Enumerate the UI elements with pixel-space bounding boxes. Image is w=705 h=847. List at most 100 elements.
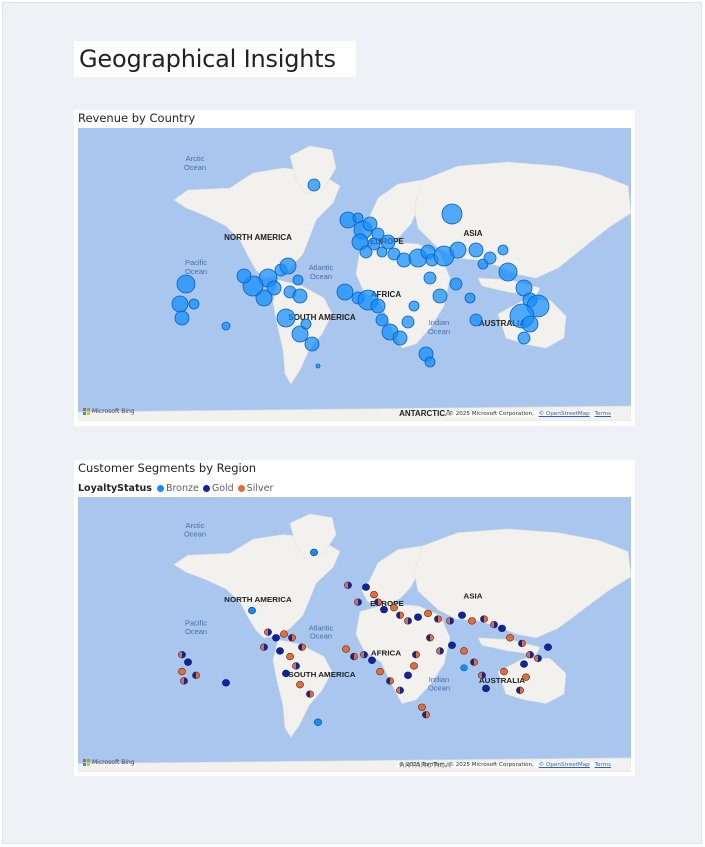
osm-link[interactable]: © OpenStreetMap [538, 411, 590, 417]
pie-slice [482, 671, 486, 679]
pie-slice [378, 598, 382, 606]
pie-slice [390, 677, 394, 685]
pie-slice [306, 690, 310, 698]
segment-pie [458, 611, 466, 619]
pie-slice [364, 651, 368, 659]
segment-pie [520, 660, 528, 668]
revenue-bubble [498, 262, 518, 282]
revenue-bubble [315, 363, 321, 369]
pie-slice [434, 615, 438, 623]
revenue-bubble [521, 315, 539, 333]
pie-outline [480, 615, 488, 623]
segment-pie [376, 667, 384, 676]
segment-pie [178, 667, 186, 676]
revenue-bubble [464, 292, 476, 304]
pie-outline [264, 628, 272, 636]
segment-pie [180, 677, 188, 685]
pie-slice [438, 615, 442, 623]
segment-pie [374, 598, 382, 606]
pie-slice [178, 667, 186, 676]
terms-link[interactable]: Terms [594, 762, 611, 768]
segment-pie [482, 684, 490, 693]
revenue-bubble [174, 310, 190, 326]
map-attribution: © 2025 TomTom, © 2025 Microsoft Corporat… [396, 762, 613, 768]
antarctica-land [78, 405, 631, 421]
label-europe: EUROPE [370, 599, 404, 608]
pie-slice [354, 598, 358, 606]
terms-link[interactable]: Terms [594, 411, 611, 417]
segment-pie [522, 673, 530, 681]
osm-link[interactable]: © OpenStreetMap [538, 762, 590, 768]
pie-slice [544, 643, 552, 651]
segment-pie [282, 669, 290, 678]
revenue-bubble [370, 298, 386, 314]
label-asia: ASIA [463, 229, 482, 238]
segment-pie [498, 624, 506, 633]
revenue-bubble [432, 288, 448, 304]
segments-map[interactable]: NORTH AMERICA SOUTH AMERICA EUROPE ASIA AFRI… [78, 497, 631, 772]
segment-pie [518, 639, 526, 648]
pie-slice [348, 581, 352, 589]
legend-item-bronze[interactable]: Bronze [156, 483, 199, 494]
pie-slice [484, 615, 488, 623]
label-asia: ASIA [463, 592, 483, 601]
pie-slice [178, 651, 182, 659]
legend-item-silver[interactable]: Silver [237, 483, 273, 494]
pie-outline [490, 620, 498, 629]
asia-land [413, 528, 631, 639]
pie-slice [468, 617, 476, 625]
segment-pie [280, 630, 288, 638]
legend-dot-icon [237, 485, 245, 492]
revenue-bubble [300, 318, 312, 330]
pie-slice [184, 677, 188, 685]
pie-slice [480, 615, 484, 623]
pie-slice [380, 605, 388, 614]
attribution-text: © 2025 TomTom, © 2025 Microsoft Corporat… [398, 762, 534, 768]
label-indian-ocean: Indian Ocean [428, 675, 450, 692]
segment-pie [460, 647, 468, 655]
pie-outline [386, 677, 394, 685]
segment-pie [422, 711, 430, 719]
revenue-bubble [376, 246, 388, 258]
segment-pie [418, 703, 426, 711]
page-title: Geographical Insights [79, 45, 336, 73]
pie-slice [412, 651, 416, 659]
pie-slice [410, 662, 418, 670]
segment-pie-bronze [314, 718, 322, 726]
pie-outline [396, 686, 404, 695]
revenue-map-visual[interactable]: Revenue by Country NORTH AMERICA SOUTH AM… [74, 110, 635, 426]
label-pacific-ocean: Pacific Ocean [185, 619, 207, 636]
legend-label: Gold [211, 483, 234, 494]
pie-slice [260, 643, 264, 651]
segment-pie [434, 615, 442, 623]
legend-item-gold[interactable]: Gold [202, 483, 234, 494]
pie-slice [482, 684, 490, 693]
pie-slice [302, 643, 306, 651]
segment-pie [500, 667, 508, 676]
pie-slice [458, 611, 466, 619]
pie-outline [292, 662, 300, 670]
segment-pie [296, 681, 304, 689]
segment-pie [288, 634, 296, 642]
segment-pie [426, 634, 434, 642]
segment-pie [298, 643, 306, 651]
pie-outline [260, 643, 268, 651]
pie-slice [282, 669, 290, 678]
label-north-america: NORTH AMERICA [224, 233, 292, 242]
map-attribution: © 2025 Microsoft Corporation, © OpenStre… [446, 411, 613, 417]
pie-slice [522, 673, 530, 681]
pie-slice [342, 645, 350, 653]
segment-pie [370, 590, 378, 599]
pie-outline [470, 658, 478, 666]
europe-land [361, 545, 431, 607]
pie-slice [276, 647, 284, 655]
pie-slice [396, 611, 400, 619]
segment-pie [468, 617, 476, 625]
segments-map-visual[interactable]: Customer Segments by Region LoyaltyStatu… [74, 460, 635, 776]
label-arctic-ocean: Arctic Ocean [184, 154, 206, 172]
pie-slice [292, 634, 296, 642]
segment-pie [380, 605, 388, 614]
pie-outline [436, 647, 444, 655]
revenue-bubble [441, 203, 463, 225]
